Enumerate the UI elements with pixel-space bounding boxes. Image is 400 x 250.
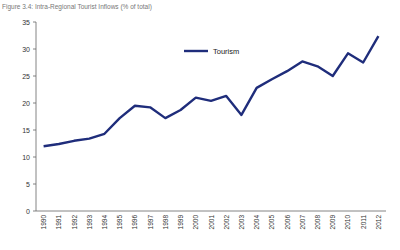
- x-tick-label: 1994: [101, 215, 108, 230]
- x-tick-label: 1996: [131, 215, 138, 230]
- x-tick-label: 1995: [116, 215, 123, 230]
- y-tick: [33, 211, 36, 212]
- x-tick-label: 2005: [268, 215, 275, 230]
- y-axis: [36, 22, 37, 211]
- legend-key: [184, 50, 208, 52]
- x-tick-label: 1991: [55, 215, 62, 230]
- y-tick-label: 10: [22, 154, 30, 161]
- y-tick-label: 15: [22, 127, 30, 134]
- x-tick-label: 1992: [71, 215, 78, 230]
- x-tick-label: 2012: [375, 215, 382, 230]
- y-tick: [33, 49, 36, 50]
- x-tick-label: 2009: [329, 215, 336, 230]
- x-tick-label: 2007: [299, 215, 306, 230]
- x-tick-label: 1999: [177, 215, 184, 230]
- x-tick-label: 1990: [40, 215, 47, 230]
- x-tick-label: 2008: [314, 215, 321, 230]
- legend-label: Tourism: [213, 47, 239, 56]
- x-tick-label: 2010: [344, 215, 351, 230]
- x-tick-label: 1997: [147, 215, 154, 230]
- y-tick-label: 0: [26, 208, 30, 215]
- x-tick-label: 2001: [208, 215, 215, 230]
- y-tick: [33, 157, 36, 158]
- y-tick-label: 25: [22, 73, 30, 80]
- line-series: [44, 36, 379, 146]
- y-tick: [33, 130, 36, 131]
- x-tick-label: 2006: [284, 215, 291, 230]
- y-tick: [33, 76, 36, 77]
- y-tick-label: 30: [22, 46, 30, 53]
- y-tick-label: 35: [22, 19, 30, 26]
- x-axis: [36, 211, 386, 212]
- x-tick-label: 2004: [253, 215, 260, 230]
- title: Figure 3.4: Intra-Regional Tourist Inflo…: [2, 3, 152, 11]
- x-tick-label: 1998: [162, 215, 169, 230]
- x-tick-label: 2003: [238, 215, 245, 230]
- x-tick-label: 2000: [192, 215, 199, 230]
- y-tick: [33, 184, 36, 185]
- x-tick-label: 2011: [360, 215, 367, 229]
- y-tick: [33, 103, 36, 104]
- plot-area: [44, 36, 379, 146]
- y-tick-label: 20: [22, 100, 30, 107]
- y-tick: [33, 22, 36, 23]
- x-tick-label: 2002: [223, 215, 230, 230]
- chart: Figure 3.4: Intra-Regional Tourist Inflo…: [0, 0, 400, 250]
- y-tick-label: 5: [26, 181, 30, 188]
- x-tick-label: 1993: [86, 215, 93, 230]
